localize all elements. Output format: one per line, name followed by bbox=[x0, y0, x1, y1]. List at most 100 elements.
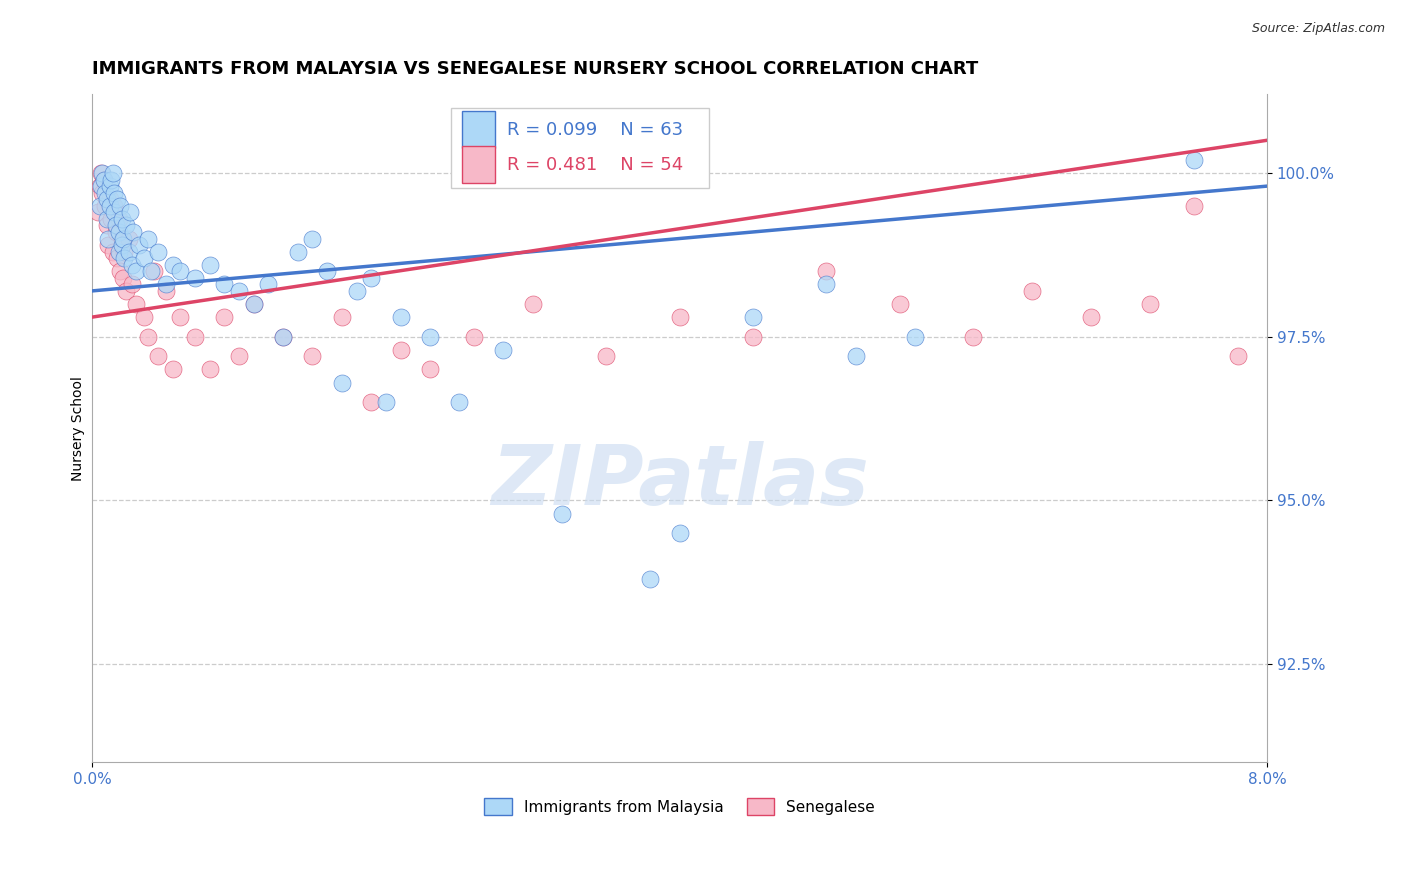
Point bbox=[108, 264, 131, 278]
Point bbox=[815, 277, 838, 292]
Y-axis label: Nursery School: Nursery School bbox=[72, 376, 86, 481]
Point bbox=[1139, 297, 1161, 311]
Point bbox=[104, 219, 127, 233]
Point bbox=[419, 330, 441, 344]
Point bbox=[107, 225, 129, 239]
Point bbox=[118, 244, 141, 259]
Point bbox=[89, 199, 111, 213]
Point bbox=[360, 395, 382, 409]
Point bbox=[169, 310, 191, 324]
Point bbox=[449, 395, 471, 409]
Point bbox=[1080, 310, 1102, 324]
Point bbox=[148, 350, 170, 364]
Point bbox=[184, 330, 207, 344]
Point bbox=[742, 330, 765, 344]
Point bbox=[90, 166, 112, 180]
Legend: Immigrants from Malaysia, Senegalese: Immigrants from Malaysia, Senegalese bbox=[478, 792, 882, 822]
Point bbox=[105, 251, 128, 265]
Point bbox=[1226, 350, 1249, 364]
Point bbox=[595, 350, 617, 364]
Point bbox=[522, 297, 544, 311]
Point bbox=[148, 244, 170, 259]
Point bbox=[122, 225, 145, 239]
Point bbox=[228, 350, 250, 364]
Point bbox=[114, 244, 136, 259]
Text: ZIPatlas: ZIPatlas bbox=[491, 442, 869, 523]
Point bbox=[1182, 153, 1205, 167]
Point bbox=[94, 199, 117, 213]
Point bbox=[845, 350, 868, 364]
Point bbox=[120, 205, 142, 219]
Point bbox=[121, 277, 143, 292]
Point bbox=[228, 284, 250, 298]
Point bbox=[214, 277, 236, 292]
Point bbox=[360, 270, 382, 285]
Point bbox=[142, 264, 165, 278]
Text: IMMIGRANTS FROM MALAYSIA VS SENEGALESE NURSERY SCHOOL CORRELATION CHART: IMMIGRANTS FROM MALAYSIA VS SENEGALESE N… bbox=[93, 60, 979, 78]
Point bbox=[962, 330, 984, 344]
Point bbox=[257, 277, 280, 292]
Point bbox=[815, 264, 838, 278]
Point bbox=[108, 199, 131, 213]
Point bbox=[551, 507, 574, 521]
Point bbox=[463, 330, 485, 344]
Point bbox=[346, 284, 368, 298]
Point bbox=[128, 238, 150, 252]
Point bbox=[100, 172, 122, 186]
Point bbox=[132, 251, 155, 265]
Point bbox=[110, 231, 132, 245]
Point bbox=[103, 199, 125, 213]
Point bbox=[389, 310, 412, 324]
Point bbox=[97, 231, 120, 245]
Point bbox=[93, 172, 115, 186]
Point bbox=[214, 310, 236, 324]
Point bbox=[198, 362, 221, 376]
Point bbox=[103, 205, 125, 219]
Point bbox=[162, 258, 184, 272]
Point bbox=[101, 166, 124, 180]
Point bbox=[889, 297, 911, 311]
Point bbox=[98, 199, 121, 213]
Point bbox=[271, 330, 294, 344]
Point bbox=[107, 244, 129, 259]
Point bbox=[316, 264, 339, 278]
Point bbox=[103, 186, 125, 200]
Point bbox=[903, 330, 925, 344]
Point bbox=[139, 264, 162, 278]
Point bbox=[97, 238, 120, 252]
Point bbox=[742, 310, 765, 324]
Point bbox=[98, 192, 121, 206]
Point bbox=[184, 270, 207, 285]
Point bbox=[110, 211, 132, 226]
Point bbox=[107, 211, 129, 226]
Point bbox=[89, 179, 111, 194]
Point bbox=[114, 251, 136, 265]
Point bbox=[96, 219, 118, 233]
Point bbox=[1021, 284, 1043, 298]
Point bbox=[111, 270, 134, 285]
Point bbox=[287, 244, 309, 259]
Point bbox=[104, 225, 127, 239]
Point bbox=[101, 244, 124, 259]
Point bbox=[1182, 199, 1205, 213]
Point bbox=[198, 258, 221, 272]
FancyBboxPatch shape bbox=[450, 108, 709, 188]
Point bbox=[668, 526, 690, 541]
Point bbox=[96, 211, 118, 226]
Point bbox=[118, 231, 141, 245]
Point bbox=[242, 297, 264, 311]
Point bbox=[374, 395, 396, 409]
Point bbox=[155, 277, 177, 292]
Point bbox=[169, 264, 191, 278]
Point bbox=[94, 186, 117, 200]
Text: Source: ZipAtlas.com: Source: ZipAtlas.com bbox=[1251, 22, 1385, 36]
Point bbox=[330, 310, 353, 324]
Point bbox=[162, 362, 184, 376]
Point bbox=[301, 350, 323, 364]
Point bbox=[132, 310, 155, 324]
Point bbox=[638, 572, 661, 586]
Text: R = 0.099    N = 63: R = 0.099 N = 63 bbox=[508, 120, 683, 139]
Text: R = 0.481    N = 54: R = 0.481 N = 54 bbox=[508, 155, 683, 174]
Point bbox=[668, 310, 690, 324]
Point bbox=[90, 179, 112, 194]
